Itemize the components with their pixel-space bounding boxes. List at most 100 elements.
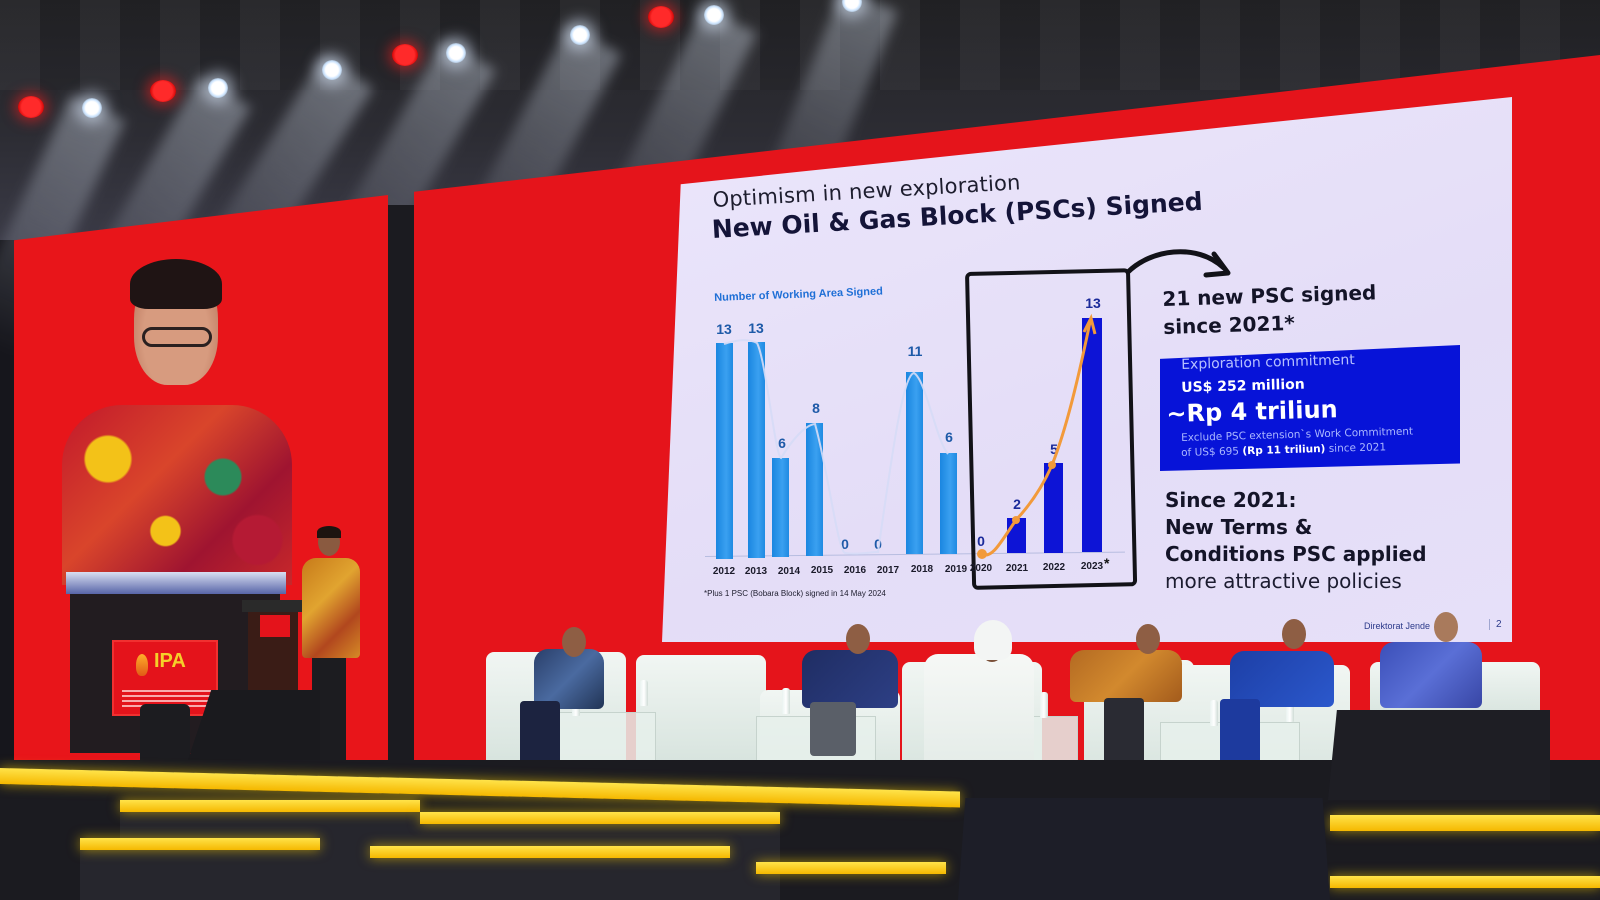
floor-monitor (184, 690, 320, 772)
water-bottle (640, 680, 648, 706)
panelist-head (1282, 619, 1306, 649)
panelist-shirt (534, 649, 604, 709)
since-line2: New Terms & (1165, 515, 1313, 539)
bar-2018 (906, 372, 923, 554)
bar-value-2013: 13 (748, 320, 764, 336)
since-line3: Conditions PSC applied (1165, 542, 1427, 566)
bar-value-2017: 0 (874, 536, 882, 552)
water-bottle (1210, 700, 1218, 726)
podium-top (66, 572, 286, 594)
psc-summary-heading: 21 new PSC signed since 2021* (1162, 278, 1378, 341)
note-bold: (Rp 11 triliun) (1242, 442, 1326, 458)
white-stage-light (570, 25, 590, 45)
step-led-edge (370, 846, 730, 858)
panelist-suit (1230, 651, 1334, 707)
white-stage-light (704, 5, 724, 25)
x-label-2015: 2015 (810, 565, 834, 576)
red-stage-light (392, 44, 418, 66)
x-label-2019: 2019 (944, 564, 968, 575)
bar-2012 (716, 343, 733, 559)
panelist-jacket (1070, 650, 1182, 702)
confidence-monitor (1328, 710, 1550, 800)
step-led-edge (756, 862, 946, 874)
white-stage-light (446, 43, 466, 63)
white-stage-light (322, 60, 342, 80)
x-label-2013: 2013 (744, 566, 768, 577)
step-led-edge (420, 812, 780, 824)
stage-pillar (388, 205, 416, 770)
since-2021-block: Since 2021: New Terms & Conditions PSC a… (1165, 487, 1427, 595)
white-stage-light (842, 0, 862, 12)
since-line4: more attractive policies (1165, 569, 1402, 593)
water-bottle (1286, 696, 1294, 722)
white-stage-light (82, 98, 102, 118)
lighting-truss (0, 0, 1600, 90)
footnote-asterisk: * (1104, 555, 1110, 571)
panelist-head (1136, 624, 1160, 654)
since-line1: Since 2021: (1165, 488, 1297, 512)
note-text: of US$ 695 (1181, 445, 1243, 459)
x-label-2020: 2020 (969, 563, 993, 574)
commitment-box (1160, 345, 1460, 471)
bar-value-2018: 11 (907, 343, 923, 359)
commitment-usd: US$ 252 million (1181, 376, 1305, 396)
x-label-2012: 2012 (712, 566, 736, 577)
panelist-head (846, 624, 870, 654)
podium-logo-sign (260, 615, 290, 637)
x-label-2022: 2022 (1042, 562, 1066, 573)
bar-value-2020: 0 (977, 533, 985, 549)
bar-2022 (1044, 463, 1063, 553)
speaker-video-feed (62, 259, 292, 585)
panelist-thobe (924, 654, 1034, 774)
x-label-2016: 2016 (843, 565, 867, 576)
bar-2019 (940, 453, 957, 554)
bar-value-2023: 13 (1085, 295, 1101, 311)
podium-sign-subtext (122, 690, 212, 708)
water-bottle (782, 688, 790, 714)
panelist-head (562, 627, 586, 657)
x-label-2017: 2017 (876, 565, 900, 576)
bar-2014 (772, 458, 789, 557)
bar-value-2022: 5 (1050, 441, 1058, 457)
panelist-legs (810, 702, 856, 756)
bar-value-2012: 13 (716, 321, 732, 337)
stage-monitor-speaker (140, 704, 190, 768)
ipa-logo-text: IPA (154, 650, 186, 672)
commitment-rupiah: ~Rp 4 triliun (1166, 395, 1339, 428)
water-bottle (1040, 692, 1048, 718)
podium-top (242, 600, 304, 612)
speaker-shirt (302, 558, 360, 658)
bar-value-2014: 6 (778, 435, 786, 451)
step-led-edge (1330, 876, 1600, 888)
panelist-shirt (1380, 642, 1482, 708)
slide-page-number: 2 (1489, 619, 1502, 630)
step-led-edge (120, 800, 420, 812)
bar-2023 (1082, 318, 1102, 552)
glasses-icon (142, 327, 212, 347)
bar-value-2015: 8 (812, 400, 820, 416)
x-label-2018: 2018 (910, 564, 934, 575)
x-label-2021: 2021 (1005, 563, 1029, 574)
sofa-2 (636, 655, 766, 773)
red-stage-light (18, 96, 44, 118)
step-led-edge (80, 838, 320, 850)
x-label-2014: 2014 (777, 566, 801, 577)
white-stage-light (208, 78, 228, 98)
batik-shirt (62, 405, 292, 585)
red-stage-light (648, 6, 674, 28)
chart-footnote: *Plus 1 PSC (Bobara Block) signed in 14 … (704, 589, 886, 598)
front-stage-monitor (958, 798, 1330, 900)
bar-2013 (748, 342, 765, 558)
speaker-hair (317, 526, 341, 538)
note-text: since 2021 (1325, 441, 1387, 455)
speaker-hair (130, 259, 222, 309)
red-stage-light (150, 80, 176, 102)
stage-led-edge (1330, 815, 1600, 831)
bar-value-2019: 6 (945, 429, 953, 445)
ghutra-headdress (974, 620, 1012, 660)
panelist-suit (802, 650, 898, 708)
bar-2015 (806, 423, 823, 556)
